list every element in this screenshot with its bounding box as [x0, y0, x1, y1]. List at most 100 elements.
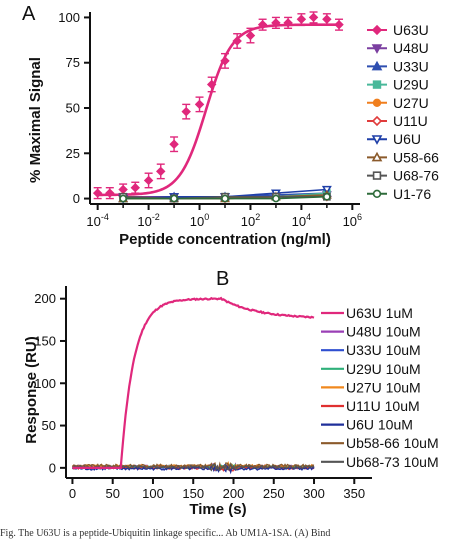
legend-item: U11U 10uM: [321, 398, 420, 414]
legend-marker: [371, 44, 383, 54]
fit-curve-u63u: [97, 23, 340, 197]
legend-item: U33U: [367, 58, 429, 74]
legend-item: Ub58-66 10uM: [321, 435, 439, 451]
legend-marker: [372, 189, 382, 199]
panel-b-legend: U63U 1uM U48U 10uM U33U 10uM U29U 10uM U27U …: [321, 305, 439, 470]
y-tick-label: 100: [58, 10, 80, 25]
legend-marker: [372, 98, 382, 108]
legend-marker: [371, 135, 383, 145]
data-point: [221, 194, 229, 203]
data-point: [245, 30, 256, 41]
legend-item: Ub68-73 10uM: [321, 454, 439, 470]
y-tick-label: 150: [34, 333, 56, 348]
data-point: [283, 18, 293, 28]
legend-item: U6U 10uM: [321, 417, 413, 433]
figure-caption: Fig. The U63U is a peptide-Ubiquitin lin…: [0, 528, 331, 539]
x-tick-label: 300: [303, 486, 325, 501]
y-tick-label: 50: [66, 101, 80, 116]
legend-label: U33U 10uM: [346, 342, 421, 358]
data-point: [272, 194, 280, 203]
legend-marker: [372, 171, 382, 180]
sensorgram-ub58-66-10um: [71, 461, 315, 471]
legend-label: U68-76: [393, 168, 439, 184]
series-u63u: [92, 11, 344, 200]
legend-item: U29U: [367, 77, 429, 93]
legend-item: U6U: [367, 131, 421, 147]
panel-a-plot: [92, 11, 344, 204]
panel-b-y-ticks: 0 50 100 150 200: [34, 291, 66, 475]
legend-label: U6U 10uM: [346, 417, 413, 433]
legend-item: U1-76: [367, 186, 431, 202]
data-point: [156, 166, 166, 177]
panel-a-y-ticks: 0 25 50 75 100: [58, 10, 90, 206]
data-point: [322, 14, 332, 24]
data-point: [308, 12, 319, 23]
x-tick-label: 50: [105, 486, 119, 501]
legend-item: U63U 1uM: [321, 305, 413, 321]
legend-marker: [371, 151, 383, 162]
legend-item: U63U: [367, 22, 429, 38]
x-tick-label: 102: [241, 212, 260, 229]
legend-label: U27U: [393, 95, 429, 111]
legend-item: U29U 10uM: [321, 361, 421, 377]
data-point: [170, 194, 178, 203]
x-tick-label: 200: [223, 486, 245, 501]
legend-label: U6U: [393, 131, 421, 147]
legend-label: U1-76: [393, 186, 431, 202]
data-point: [271, 18, 281, 28]
data-point: [334, 19, 344, 30]
data-point: [206, 79, 217, 90]
x-tick-label: 10-4: [86, 212, 108, 229]
panel-b: B 0 50 100 150 200 0 50 100 150 200 250 300 350 Res…: [23, 268, 439, 518]
panel-b-plot: [71, 296, 315, 475]
legend-label: U58-66: [393, 149, 439, 165]
y-tick-label: 0: [49, 460, 56, 475]
x-tick-label: 104: [292, 212, 311, 229]
data-point: [257, 19, 268, 30]
x-tick-label: 100: [190, 212, 209, 229]
data-point: [169, 139, 179, 149]
legend-item: U48U: [367, 40, 429, 56]
legend-label: U63U 1uM: [346, 305, 413, 321]
panel-b-x-ticks: 0 50 100 150 200 250 300 350: [69, 478, 365, 501]
legend-label: Ub58-66 10uM: [346, 435, 439, 451]
x-tick-label: 150: [182, 486, 204, 501]
x-tick-label: 106: [343, 212, 362, 229]
panel-a-x-ticks: 10-4 10-2 100 102 104 106: [86, 204, 362, 229]
y-tick-label: 75: [66, 55, 80, 70]
data-point: [194, 99, 205, 110]
legend-label: U11U: [393, 113, 428, 129]
legend-item: U11U: [367, 113, 428, 129]
legend-marker: [371, 115, 383, 127]
legend-item: U27U 10uM: [321, 379, 421, 395]
legend-label: U48U 10uM: [346, 324, 421, 340]
legend-marker: [371, 24, 383, 36]
y-tick-label: 200: [34, 291, 56, 306]
x-tick-label: 250: [263, 486, 285, 501]
legend-item: U68-76: [367, 168, 439, 184]
y-tick-label: 100: [34, 376, 56, 391]
legend-label: U11U 10uM: [346, 398, 420, 414]
panel-b-x-axis-title: Time (s): [189, 501, 246, 518]
legend-label: Ub68-73 10uM: [346, 454, 439, 470]
legend-marker: [372, 80, 382, 89]
y-tick-label: 0: [73, 191, 80, 206]
x-tick-label: 350: [343, 486, 365, 501]
panel-a-x-axis-title: Peptide concentration (ng/ml): [119, 231, 331, 248]
sensorgram-u63u-1um: [72, 296, 315, 469]
data-point: [220, 56, 230, 66]
y-tick-label: 25: [66, 146, 80, 161]
legend-label: U29U: [393, 77, 429, 93]
panel-b-letter: B: [216, 268, 229, 290]
legend-label: U63U: [393, 22, 429, 38]
x-tick-label: 10-2: [137, 212, 159, 229]
data-point: [232, 36, 242, 46]
figure: A 0 25 50 75 100 10-4 10-2 100 102 104 106 % Maxi…: [22, 3, 439, 518]
legend-item: U58-66: [367, 149, 439, 165]
panel-a-legend: U63U U48U U33U U29U U27U U11U U6U U58-66 U68-76 U…: [367, 22, 439, 202]
legend-item: U33U 10uM: [321, 342, 421, 358]
data-point: [92, 188, 103, 198]
data-point: [181, 106, 191, 117]
panel-b-y-axis-title: Response (RU): [23, 336, 40, 444]
series-u1-76: [119, 192, 331, 203]
